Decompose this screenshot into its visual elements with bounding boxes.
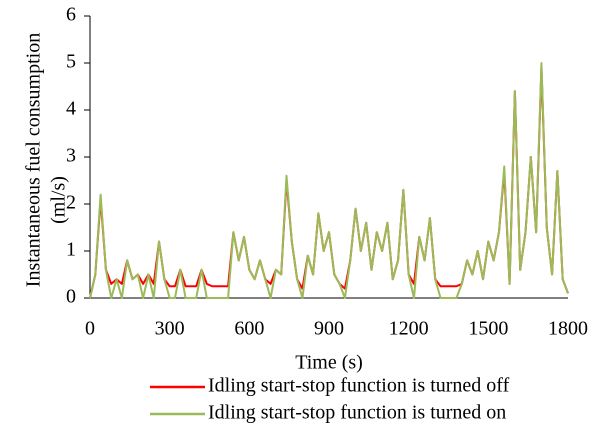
- x-tick-label: 0: [85, 318, 95, 340]
- x-tick-label: 1500: [468, 318, 508, 340]
- y-axis-label: Instantaneous fuel consumption: [23, 33, 45, 287]
- y-tick-label: 1: [66, 239, 76, 261]
- y-tick-label: 6: [66, 4, 76, 26]
- x-tick-label: 300: [155, 318, 185, 340]
- x-axis-label: Time (s): [295, 352, 363, 374]
- y-tick-label: 3: [66, 145, 76, 167]
- series-line: [89, 62, 569, 299]
- y-tick-label: 2: [66, 192, 76, 214]
- x-tick-label: 900: [314, 318, 344, 340]
- y-axis-label: (ml/s): [48, 176, 70, 224]
- y-tick-label: 4: [66, 98, 76, 120]
- x-tick-label: 600: [234, 318, 264, 340]
- y-tick-label: 0: [66, 286, 76, 308]
- x-tick-label: 1800: [548, 318, 588, 340]
- legend-label: Idling start-stop function is turned on: [208, 402, 506, 424]
- x-tick-label: 1200: [389, 318, 429, 340]
- legend-label: Idling start-stop function is turned off: [208, 375, 510, 397]
- y-tick-label: 5: [66, 51, 76, 73]
